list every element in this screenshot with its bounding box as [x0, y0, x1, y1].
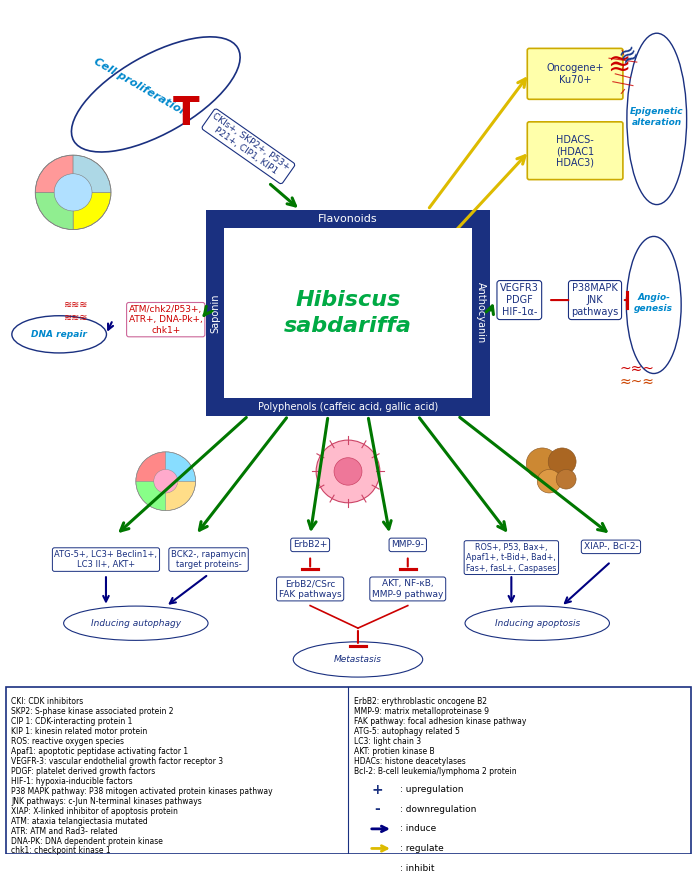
Text: ATM/chk2/P53+,
ATR+, DNA-Pk+,
chk1+: ATM/chk2/P53+, ATR+, DNA-Pk+, chk1+	[129, 305, 203, 334]
FancyBboxPatch shape	[6, 687, 691, 854]
Wedge shape	[73, 155, 111, 192]
Wedge shape	[36, 192, 73, 230]
Wedge shape	[136, 452, 166, 482]
Text: Oncogene+
Ku70+: Oncogene+ Ku70+	[546, 63, 604, 84]
Text: ATR: ATM and Rad3- related: ATR: ATM and Rad3- related	[11, 827, 118, 835]
Text: Flavonoids: Flavonoids	[319, 213, 378, 224]
Text: ErbB2+: ErbB2+	[293, 540, 328, 550]
Text: : inhibit: : inhibit	[400, 863, 434, 871]
Text: Saponin: Saponin	[210, 293, 220, 333]
Wedge shape	[36, 155, 73, 192]
Text: HDACS-
(HDAC1
HDAC3): HDACS- (HDAC1 HDAC3)	[556, 135, 594, 168]
Text: chk1: checkpoint kinase 1: chk1: checkpoint kinase 1	[11, 847, 111, 855]
Text: ErbB2/CSrc
FAK pathways: ErbB2/CSrc FAK pathways	[279, 579, 342, 598]
Text: Anthocyanin: Anthocyanin	[476, 282, 486, 343]
Text: DNA-PK: DNA dependent protein kinase: DNA-PK: DNA dependent protein kinase	[11, 836, 163, 846]
Text: XIAP: X-linked inhibitor of apoptosis protein: XIAP: X-linked inhibitor of apoptosis pr…	[11, 807, 178, 815]
Text: Hibiscus
sabdariffa: Hibiscus sabdariffa	[284, 289, 412, 336]
Text: XIAP-, Bcl-2-: XIAP-, Bcl-2-	[583, 543, 638, 551]
Text: Epigenetic
alteration: Epigenetic alteration	[630, 107, 684, 126]
Text: : induce: : induce	[400, 824, 436, 834]
Text: VEGFR3
PDGF
HIF-1α-: VEGFR3 PDGF HIF-1α-	[500, 283, 539, 317]
Text: P38 MAPK pathway: P38 mitogen activated protein kinases pathway: P38 MAPK pathway: P38 mitogen activated …	[11, 787, 273, 795]
FancyBboxPatch shape	[224, 227, 472, 398]
Text: +: +	[371, 783, 383, 797]
Text: T: T	[172, 95, 199, 133]
Text: ATG-5: autophagy related 5: ATG-5: autophagy related 5	[354, 726, 460, 736]
Text: Apaf1: apoptotic peptidase activating factor 1: Apaf1: apoptotic peptidase activating fa…	[11, 746, 188, 756]
Text: VEGFR-3: vascular endothelial growth factor receptor 3: VEGFR-3: vascular endothelial growth fac…	[11, 757, 224, 766]
Text: ≈~≈: ≈~≈	[620, 375, 654, 388]
Text: FAK pathway: focal adhesion kinase pathway: FAK pathway: focal adhesion kinase pathw…	[354, 717, 526, 726]
Text: ROS: reactive oxygen species: ROS: reactive oxygen species	[11, 737, 124, 746]
FancyBboxPatch shape	[528, 49, 623, 99]
Circle shape	[526, 448, 558, 479]
Text: Cell proliferation: Cell proliferation	[92, 57, 190, 118]
Text: Angio-
genesis: Angio- genesis	[634, 294, 673, 313]
Circle shape	[316, 440, 380, 503]
Text: CKI: CDK inhibitors: CKI: CDK inhibitors	[11, 697, 84, 706]
Text: Polyphenols (caffeic acid, gallic acid): Polyphenols (caffeic acid, gallic acid)	[258, 402, 438, 412]
Text: ATM: ataxia telangiectasia mutated: ATM: ataxia telangiectasia mutated	[11, 816, 148, 826]
Text: JNK pathways: c-Jun N-terminal kinases pathways: JNK pathways: c-Jun N-terminal kinases p…	[11, 797, 202, 806]
Circle shape	[334, 458, 362, 485]
Text: HIF-1: hypoxia-inducible factors: HIF-1: hypoxia-inducible factors	[11, 777, 133, 786]
Circle shape	[549, 448, 576, 476]
Text: Bcl-2: B-cell leukemia/lymphoma 2 protein: Bcl-2: B-cell leukemia/lymphoma 2 protei…	[354, 766, 516, 775]
Text: P38MAPK
JNK
pathways: P38MAPK JNK pathways	[572, 283, 619, 317]
Text: AKT: protien kinase B: AKT: protien kinase B	[354, 746, 435, 756]
Text: Metastasis: Metastasis	[334, 655, 382, 664]
Circle shape	[537, 469, 561, 493]
FancyBboxPatch shape	[528, 122, 623, 179]
Text: KIP 1: kinesin related motor protein: KIP 1: kinesin related motor protein	[11, 726, 148, 736]
Text: -: -	[374, 802, 380, 816]
Circle shape	[154, 469, 178, 493]
Text: LC3: light chain 3: LC3: light chain 3	[354, 737, 421, 746]
Text: ATG-5+, LC3+ Beclin1+,
LC3 II+, AKT+: ATG-5+, LC3+ Beclin1+, LC3 II+, AKT+	[54, 550, 158, 570]
Circle shape	[556, 469, 576, 489]
Text: CIP 1: CDK-interacting protein 1: CIP 1: CDK-interacting protein 1	[11, 717, 132, 726]
Text: ROS+, P53, Bax+,
Apaf1+, t-Bid+, Bad+,
Fas+, fasL+, Caspases: ROS+, P53, Bax+, Apaf1+, t-Bid+, Bad+, F…	[466, 543, 556, 572]
Text: CKIs+, SKP2+, P53+
P21+, CIP1, KIP1: CKIs+, SKP2+, P53+ P21+, CIP1, KIP1	[205, 111, 292, 181]
Text: ErbB2: erythroblastic oncogene B2: ErbB2: erythroblastic oncogene B2	[354, 697, 487, 706]
Text: : upregulation: : upregulation	[400, 785, 464, 794]
Text: ≋: ≋	[607, 51, 631, 79]
Text: BCK2-, rapamycin
target proteins-: BCK2-, rapamycin target proteins-	[171, 550, 246, 570]
Text: ≋≋≋: ≋≋≋	[64, 300, 89, 310]
Circle shape	[54, 173, 92, 211]
Text: MMP-9-: MMP-9-	[391, 540, 424, 550]
Text: ≋: ≋	[616, 42, 642, 69]
Text: ≋≋≋: ≋≋≋	[64, 313, 89, 322]
Text: MMP-9: matrix metalloproteinase 9: MMP-9: matrix metalloproteinase 9	[354, 706, 489, 716]
FancyBboxPatch shape	[206, 210, 490, 415]
Text: : downregulation: : downregulation	[400, 805, 476, 814]
Text: Inducing apoptosis: Inducing apoptosis	[495, 618, 580, 628]
Wedge shape	[136, 482, 166, 510]
Text: Inducing autophagy: Inducing autophagy	[91, 618, 181, 628]
Wedge shape	[166, 452, 196, 482]
Text: : regulate: : regulate	[400, 844, 443, 853]
Text: AKT, NF-κB,
MMP-9 pathway: AKT, NF-κB, MMP-9 pathway	[372, 579, 443, 598]
Text: SKP2: S-phase kinase associated protein 2: SKP2: S-phase kinase associated protein …	[11, 706, 174, 716]
Text: ~≈~: ~≈~	[620, 361, 654, 375]
Text: HDACs: histone deacetylases: HDACs: histone deacetylases	[354, 757, 466, 766]
Wedge shape	[73, 192, 111, 230]
Text: PDGF: platelet derived growth factors: PDGF: platelet derived growth factors	[11, 766, 155, 775]
Wedge shape	[166, 482, 196, 510]
Text: DNA repair: DNA repair	[31, 330, 87, 339]
